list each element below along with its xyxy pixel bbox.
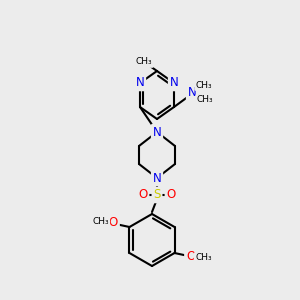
Text: O: O: [138, 188, 148, 202]
Text: O: O: [109, 217, 118, 230]
Text: CH₃: CH₃: [197, 95, 213, 104]
Text: CH₃: CH₃: [196, 80, 212, 89]
Text: N: N: [188, 86, 196, 100]
Text: S: S: [153, 188, 161, 202]
Text: N: N: [136, 76, 144, 89]
Text: N: N: [153, 125, 161, 139]
Text: CH₃: CH₃: [136, 58, 152, 67]
Text: CH₃: CH₃: [195, 254, 212, 262]
Text: CH₃: CH₃: [92, 218, 109, 226]
Text: O: O: [186, 250, 195, 263]
Text: N: N: [169, 76, 178, 89]
Text: O: O: [167, 188, 176, 202]
Text: N: N: [153, 172, 161, 184]
